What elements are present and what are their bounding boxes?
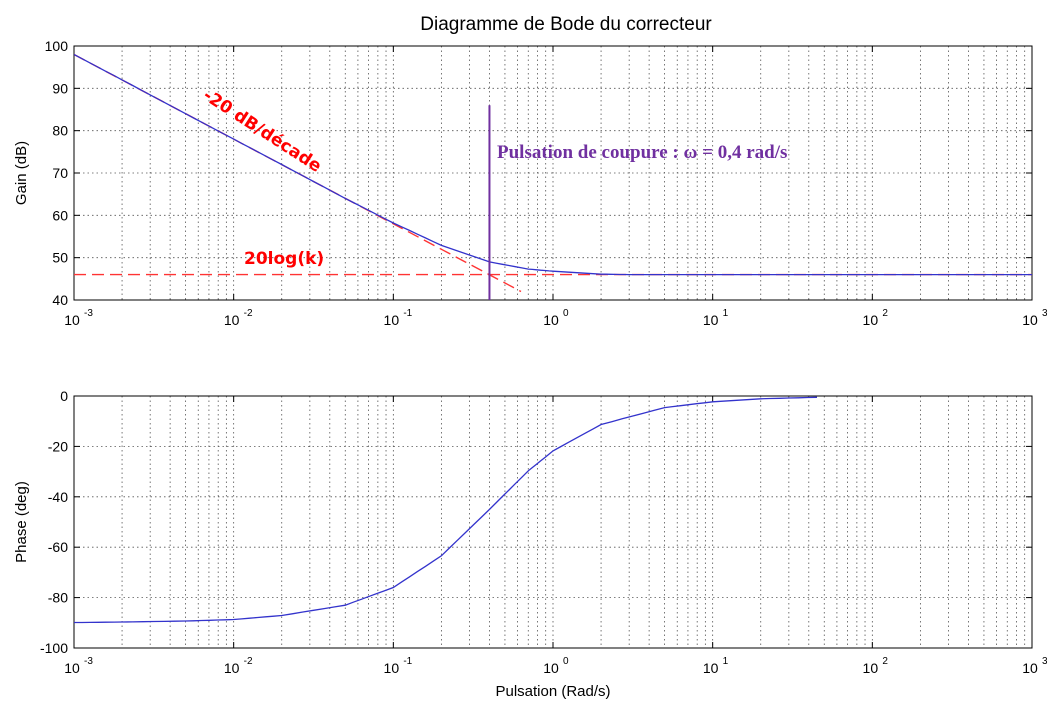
x-tick-exponent: 1 <box>723 656 729 667</box>
gain-plot: 10 -3 10 -2 10 -1 10 0 10 1 10 2 10 3405060708090100G… <box>13 38 1047 328</box>
x-tick-exponent: -3 <box>84 656 93 667</box>
y-tick-label: -80 <box>48 590 68 606</box>
phase-plot: 10 -3 10 -2 10 -1 10 0 10 1 10 2 10 3-100-80-60-40-20… <box>13 388 1047 700</box>
plot-area <box>74 53 1032 293</box>
x-tick-label: 10 <box>703 660 719 676</box>
x-tick-label: 10 <box>1022 660 1038 676</box>
x-tick-exponent: 2 <box>882 308 888 319</box>
x-tick-exponent: -3 <box>84 308 93 319</box>
y-tick-label: 90 <box>52 80 68 96</box>
y-tick-label: -60 <box>48 539 68 555</box>
x-tick-exponent: 0 <box>563 308 569 319</box>
y-tick-label: -40 <box>48 489 68 505</box>
y-tick-label: 80 <box>52 123 68 139</box>
x-tick-exponent: 1 <box>723 308 729 319</box>
y-tick-label: 60 <box>52 207 68 223</box>
y-axis-label: Phase (deg) <box>13 481 30 563</box>
y-tick-label: 0 <box>60 388 68 404</box>
x-tick-label: 10 <box>64 660 80 676</box>
y-tick-label: -20 <box>48 438 68 454</box>
x-tick-exponent: -1 <box>403 308 412 319</box>
x-tick-exponent: -2 <box>244 308 253 319</box>
chart-title: Diagramme de Bode du correcteur <box>420 14 712 35</box>
x-tick-label: 10 <box>224 312 240 328</box>
x-tick-exponent: -1 <box>403 656 412 667</box>
x-tick-exponent: 2 <box>882 656 888 667</box>
x-tick-label: 10 <box>543 312 559 328</box>
y-tick-label: 100 <box>45 38 69 54</box>
x-tick-label: 10 <box>1022 312 1038 328</box>
x-tick-exponent: 0 <box>563 656 569 667</box>
x-tick-exponent: 3 <box>1042 656 1047 667</box>
x-tick-label: 10 <box>863 660 879 676</box>
y-tick-label: 50 <box>52 250 68 266</box>
x-tick-label: 10 <box>384 312 400 328</box>
data-series-line <box>74 53 1032 276</box>
x-tick-label: 10 <box>543 660 559 676</box>
x-tick-exponent: 3 <box>1042 308 1047 319</box>
x-tick-label: 10 <box>384 660 400 676</box>
data-series-line <box>74 396 818 624</box>
x-tick-label: 10 <box>703 312 719 328</box>
x-tick-label: 10 <box>224 660 240 676</box>
y-axis-label: Gain (dB) <box>13 141 30 205</box>
x-tick-label: 10 <box>64 312 80 328</box>
x-tick-label: 10 <box>863 312 879 328</box>
y-tick-label: 70 <box>52 165 68 181</box>
x-tick-exponent: -2 <box>244 656 253 667</box>
plot-area <box>74 396 818 624</box>
y-tick-label: -100 <box>40 640 68 656</box>
cutoff-annotation: Pulsation de coupure : ω = 0,4 rad/s <box>497 142 787 163</box>
x-axis-label: Pulsation (Rad/s) <box>495 683 610 700</box>
gain-k-annotation: 20log(k) <box>244 249 324 269</box>
y-tick-label: 40 <box>52 292 68 308</box>
